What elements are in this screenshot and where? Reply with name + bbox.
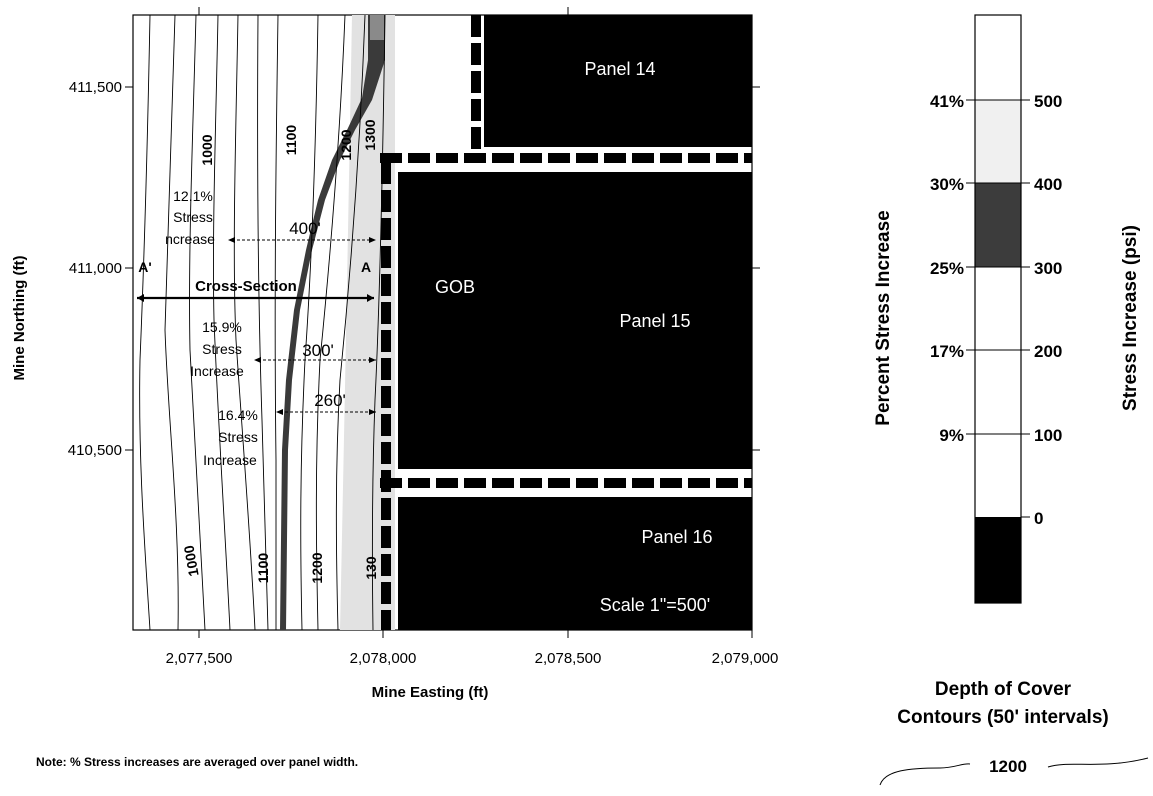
contour-legend-title-2: Contours (50' intervals) xyxy=(897,707,1108,728)
legend-band xyxy=(975,100,1021,183)
psi-tick-label: 100 xyxy=(1034,426,1062,445)
stress-1-line1: Stress xyxy=(173,209,213,225)
map-ticks xyxy=(125,7,760,638)
panel-14 xyxy=(484,15,752,147)
stress-3-line2: Increase xyxy=(203,452,257,468)
stress-1-distance: 400' xyxy=(289,219,321,238)
stress-2-distance: 300' xyxy=(302,341,334,360)
stress-1-line2: ncrease xyxy=(165,231,215,247)
contour-legend-title-1: Depth of Cover xyxy=(935,679,1072,700)
stress-3-line1: Stress xyxy=(218,429,258,445)
psi-tick-label: 500 xyxy=(1034,92,1062,111)
percent-tick-label: 30% xyxy=(930,175,964,194)
stress-3-percent: 16.4% xyxy=(218,407,258,423)
stress-3-distance: 260' xyxy=(314,391,346,410)
psi-tick-label: 400 xyxy=(1034,175,1062,194)
x-tick-label: 2,077,500 xyxy=(166,650,233,667)
contour-label-1000-bottom: 1000 xyxy=(180,544,201,578)
section-a-prime-label: A' xyxy=(138,259,151,275)
map-content: Panel 14 GOB Panel 15 Panel 16 Scale 1"=… xyxy=(137,15,752,630)
dimension-arrows xyxy=(232,239,376,413)
percent-tick-label: 9% xyxy=(939,426,964,445)
percent-tick-label: 25% xyxy=(930,259,964,278)
x-tick-label: 2,078,000 xyxy=(350,650,417,667)
panel-15 xyxy=(398,172,752,469)
legend-frame xyxy=(974,14,1022,604)
scale-label: Scale 1"=500' xyxy=(600,595,710,615)
legend-band xyxy=(975,267,1021,517)
section-a-label: A xyxy=(361,259,371,275)
percent-tick-label: 17% xyxy=(930,342,964,361)
panel-15-label: Panel 15 xyxy=(619,311,690,331)
contour-sample-line xyxy=(879,763,971,786)
y-tick-label: 410,500 xyxy=(68,442,122,459)
panel-16-label: Panel 16 xyxy=(641,527,712,547)
contour-label-1000-top: 1000 xyxy=(199,134,215,165)
contour-label-1300-bottom: 130 xyxy=(363,556,379,580)
stress-2-line2: Increase xyxy=(190,363,244,379)
x-axis-title: Mine Easting (ft) xyxy=(372,684,489,701)
stress-2-percent: 15.9% xyxy=(202,319,242,335)
psi-tick-label: 0 xyxy=(1034,509,1043,528)
stress-band-dark xyxy=(280,15,385,630)
contour-label-1200-bottom: 1200 xyxy=(309,552,325,583)
psi-tick-label: 200 xyxy=(1034,342,1062,361)
panel-14-label: Panel 14 xyxy=(584,59,655,79)
contour-sample-label: 1200 xyxy=(989,757,1027,776)
legend-band xyxy=(975,517,1021,603)
gob-label: GOB xyxy=(435,277,475,297)
panel-16 xyxy=(398,497,752,630)
cross-section-label: Cross-Section xyxy=(195,278,297,295)
stress-band-grey xyxy=(370,15,384,40)
y-tick-label: 411,000 xyxy=(69,260,122,277)
legend-band xyxy=(975,183,1021,267)
percent-tick-label: 41% xyxy=(930,92,964,111)
contour-label-1300-top: 1300 xyxy=(362,119,378,150)
psi-axis-title: Stress Increase (psi) xyxy=(1120,225,1141,411)
gateroad-dashes xyxy=(380,15,752,630)
footnote: Note: % Stress increases are averaged ov… xyxy=(36,755,358,769)
x-tick-label: 2,079,000 xyxy=(712,650,779,667)
stress-1-percent: 12.1% xyxy=(173,188,213,204)
x-tick-label: 2,078,500 xyxy=(535,650,602,667)
contour-label-1200-top: 1200 xyxy=(338,129,354,160)
stress-2-line1: Stress xyxy=(202,341,242,357)
psi-tick-label: 300 xyxy=(1034,259,1062,278)
arrowheads xyxy=(137,237,376,415)
y-axis-title: Mine Northing (ft) xyxy=(11,256,28,381)
contour-label-1100-bottom: 1100 xyxy=(255,553,271,584)
y-tick-label: 411,500 xyxy=(69,79,122,96)
percent-axis-title: Percent Stress Increase xyxy=(873,210,894,425)
contour-label-1100-top: 1100 xyxy=(283,125,299,156)
legend-colorbar xyxy=(966,14,1030,604)
contour-sample-line xyxy=(1047,757,1149,768)
